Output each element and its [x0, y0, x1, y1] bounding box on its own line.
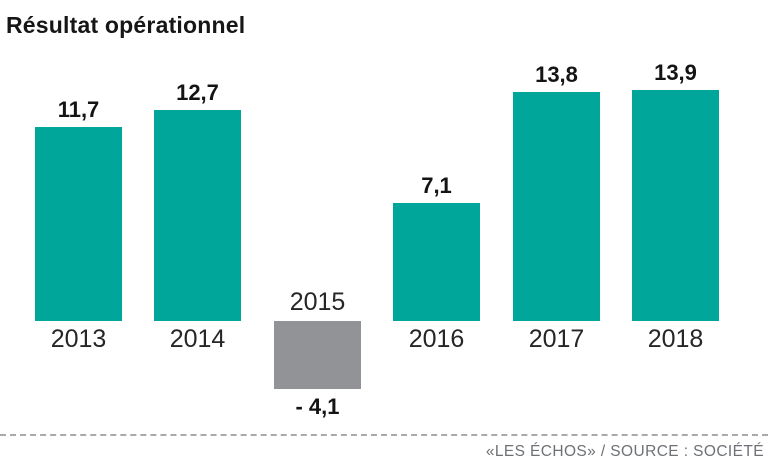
bar-value-label-2017: 13,8: [535, 62, 578, 87]
bar-year-label-2014: 2014: [169, 325, 226, 353]
bar-year-label-2017: 2017: [528, 325, 585, 353]
bar-year-label-2016: 2016: [408, 325, 465, 353]
bar-2014: [154, 110, 241, 321]
bar-value-label-2013: 11,7: [57, 97, 100, 122]
bar-2013: [35, 127, 122, 321]
bar-year-label-2015: 2015: [289, 288, 346, 316]
bar-value-label-2016: 7,1: [421, 173, 452, 198]
chart-title: Résultat opérationnel: [6, 12, 246, 38]
bar-year-label-2013: 2013: [50, 325, 107, 353]
bar-value-label-2018: 13,9: [654, 60, 697, 85]
bar-2017: [513, 92, 600, 321]
bar-2016: [393, 203, 480, 321]
bar-value-label-2015: - 4,1: [295, 394, 340, 419]
source-credit: «LES ÉCHOS» / SOURCE : SOCIÉTÉ: [485, 443, 764, 460]
bar-2018: [632, 90, 719, 321]
bar-2015: [274, 321, 361, 389]
bar-value-label-2014: 12,7: [176, 80, 219, 105]
bar-year-label-2018: 2018: [647, 325, 704, 353]
dashed-divider: [0, 434, 768, 436]
